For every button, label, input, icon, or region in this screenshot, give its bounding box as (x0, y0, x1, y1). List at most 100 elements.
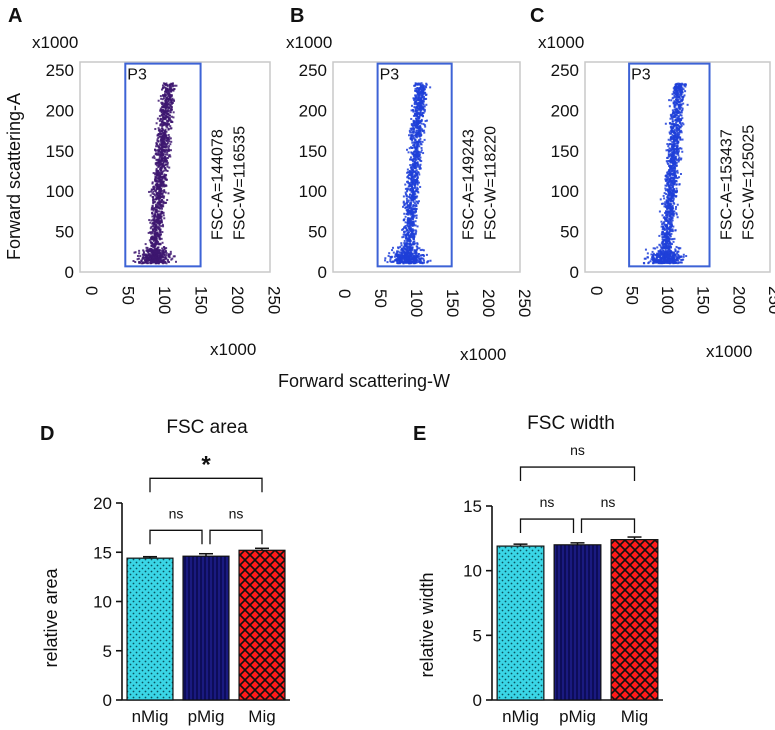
event-dot (669, 224, 672, 227)
event-dot (160, 156, 163, 159)
event-dot (418, 165, 421, 168)
y-tick-label: 5 (103, 642, 112, 661)
event-dot (413, 146, 416, 149)
event-dot (166, 151, 169, 154)
event-dot (413, 112, 416, 115)
event-dot (152, 190, 155, 193)
event-dot (418, 113, 421, 116)
event-dot (409, 189, 412, 192)
event-dot (417, 105, 420, 108)
event-dot (154, 163, 157, 166)
event-dot (408, 196, 411, 199)
event-dot (151, 181, 154, 184)
event-dot (404, 252, 407, 255)
event-dot (154, 245, 157, 248)
event-dot (680, 109, 683, 112)
event-dot (392, 260, 395, 263)
event-dot (413, 202, 416, 205)
gate-p3[interactable] (376, 62, 453, 268)
event-dot (157, 129, 160, 132)
event-dot (151, 230, 154, 233)
event-dot (669, 117, 672, 120)
event-dot (676, 108, 679, 111)
event-dot (423, 88, 426, 91)
event-dot (161, 192, 164, 195)
x-tick-label: 0 (335, 289, 354, 298)
event-dot (155, 184, 158, 187)
event-dot (398, 262, 401, 265)
event-dot (670, 222, 673, 225)
x-tick-label: 150 (192, 286, 211, 314)
event-dot (161, 182, 164, 185)
event-dot (676, 159, 679, 162)
event-dot (156, 144, 159, 147)
event-dot (409, 166, 412, 169)
event-dot (408, 185, 411, 188)
event-dot (138, 249, 141, 252)
event-dot (425, 253, 428, 256)
event-dot (409, 254, 412, 257)
significance-bracket (519, 466, 636, 482)
event-dot (666, 216, 669, 219)
event-dot (167, 107, 170, 110)
event-dot (166, 111, 169, 114)
event-dot (672, 154, 675, 157)
event-dot (680, 103, 683, 106)
event-dot (162, 214, 165, 217)
event-dot (160, 132, 163, 135)
event-dot (668, 193, 671, 196)
event-dot (414, 131, 417, 134)
event-dot (418, 92, 421, 95)
event-dot (405, 259, 408, 262)
event-dot (155, 172, 158, 175)
event-dot (669, 219, 672, 222)
event-dot (412, 157, 415, 160)
event-dot (157, 251, 160, 254)
event-dot (150, 232, 153, 235)
event-dot (667, 138, 670, 141)
event-dot (166, 116, 169, 119)
event-dot (416, 182, 419, 185)
event-dot (161, 189, 164, 192)
event-dot (404, 221, 407, 224)
event-dot (404, 230, 407, 233)
event-dot (161, 131, 164, 134)
gate-p3[interactable] (124, 62, 202, 268)
event-dot (670, 208, 673, 211)
event-dot (416, 135, 419, 138)
event-dot (160, 218, 163, 221)
event-dot (156, 227, 159, 230)
event-dot (167, 97, 170, 100)
event-dot (165, 178, 168, 181)
y-tick-label: 50 (560, 223, 579, 242)
event-dot (667, 176, 670, 179)
event-dot (415, 112, 418, 115)
event-dot (159, 243, 162, 246)
event-dot (666, 226, 669, 229)
event-dot (168, 136, 171, 139)
gate-p3[interactable] (628, 62, 711, 268)
event-dot (411, 246, 414, 249)
event-dot (170, 100, 173, 103)
event-dot (156, 169, 159, 172)
event-dot (410, 151, 413, 154)
event-dot (412, 256, 415, 259)
event-dot (406, 246, 409, 249)
event-dot (675, 195, 678, 198)
event-dot (160, 187, 163, 190)
event-dot (417, 82, 420, 85)
event-dot (681, 91, 684, 94)
panel-letter-d: D (40, 423, 54, 445)
event-dot (154, 205, 157, 208)
event-dot (409, 172, 412, 175)
event-dot (655, 258, 658, 261)
event-dot (670, 156, 673, 159)
x-multiplier-c: x1000 (706, 342, 752, 361)
event-dot (156, 177, 159, 180)
event-dot (167, 192, 170, 195)
event-dot (677, 158, 680, 161)
event-dot (419, 151, 422, 154)
event-dot (664, 204, 667, 207)
event-dot (670, 216, 673, 219)
event-dot (409, 222, 412, 225)
